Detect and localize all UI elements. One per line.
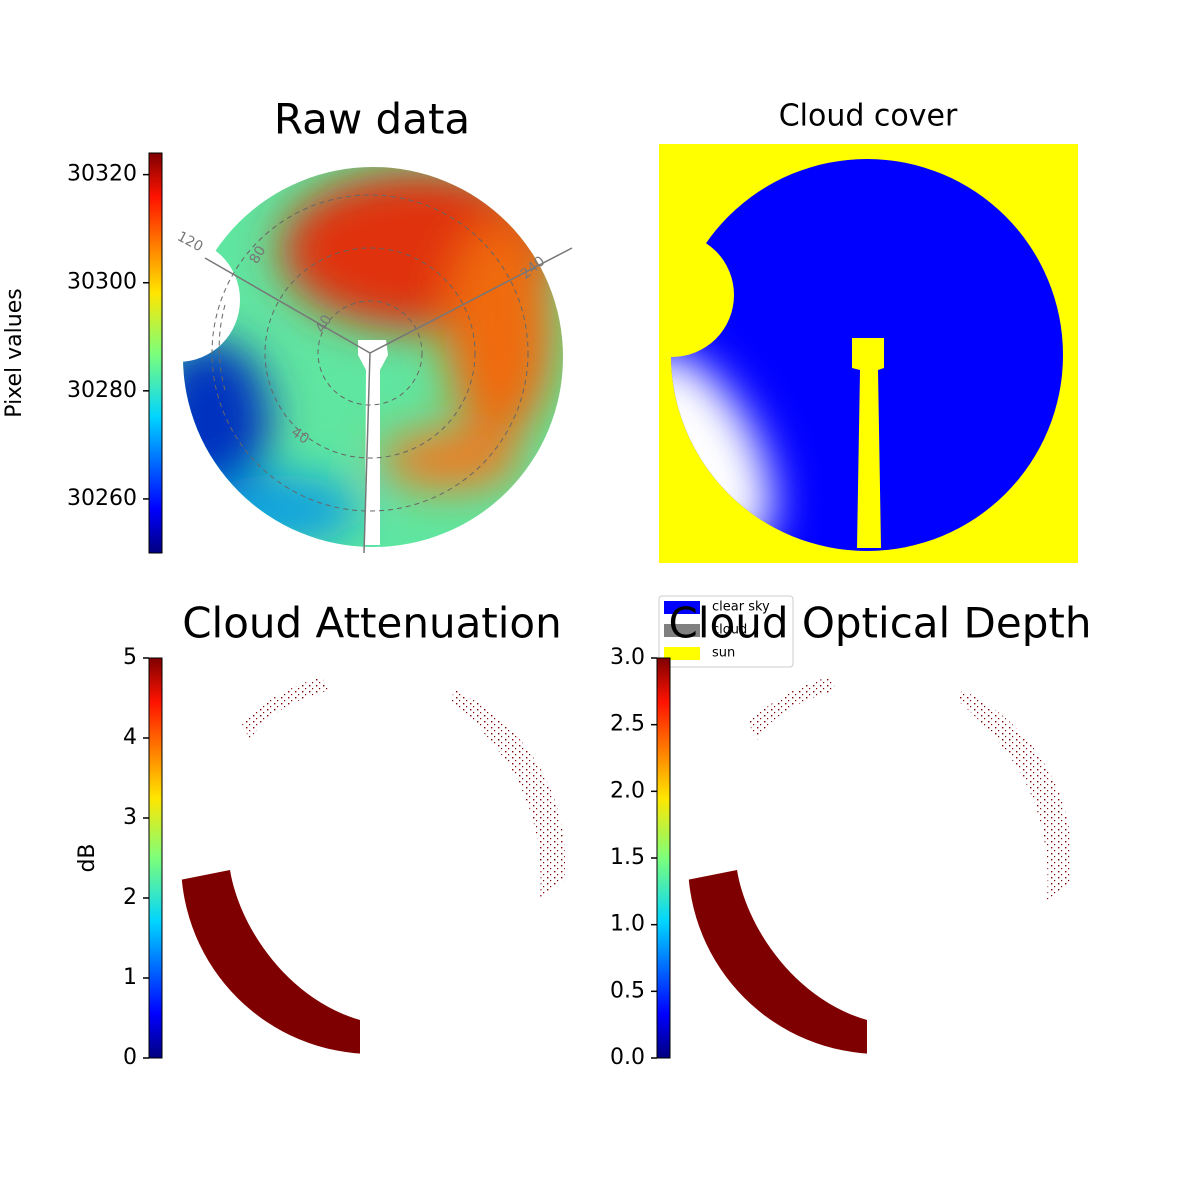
tick-label: 0.0	[610, 1045, 645, 1070]
tick-label: 30280	[67, 378, 137, 403]
polar-label: 40	[313, 312, 336, 335]
panel-title: Cloud Optical Depth	[669, 599, 1092, 648]
tick-label: 2.0	[610, 778, 645, 803]
colorbar-label: Pixel values	[2, 288, 27, 417]
panel-title: Cloud Attenuation	[182, 599, 562, 648]
tick-label: 30320	[67, 162, 137, 187]
colorbar	[656, 657, 671, 1059]
tick-label: 0	[123, 1045, 137, 1070]
legend-label: sun	[712, 646, 735, 661]
legend-swatch	[664, 601, 700, 614]
tick-label: 4	[123, 725, 137, 750]
tick-label: 0.5	[610, 978, 645, 1003]
tick-label: 2.5	[610, 712, 645, 737]
optical-depth-image	[688, 675, 1072, 1054]
legend-label: cloud	[712, 623, 747, 638]
colorbar-label: dB	[75, 843, 100, 872]
tick-label: 1.0	[610, 912, 645, 937]
colorbar	[148, 657, 163, 1059]
tick-label: 30260	[67, 486, 137, 511]
tick-label: 3.0	[610, 645, 645, 670]
tick-label: 1	[123, 965, 137, 990]
tick-label: 1.5	[610, 845, 645, 870]
legend-swatch	[664, 647, 700, 660]
polar-label: 80	[247, 243, 270, 266]
tick-label: 2	[123, 885, 137, 910]
raw-image	[183, 167, 563, 547]
tick-label: 3	[123, 805, 137, 830]
attenuation-image	[181, 675, 565, 1054]
legend-label: clear sky	[712, 600, 770, 615]
panel-title: Raw data	[274, 95, 470, 144]
tick-label: 5	[123, 645, 137, 670]
tick-label: 30300	[67, 270, 137, 295]
panel-title: Cloud cover	[779, 99, 958, 134]
colorbar	[148, 152, 163, 554]
polar-label: 120	[174, 229, 205, 256]
legend-swatch	[664, 624, 700, 637]
